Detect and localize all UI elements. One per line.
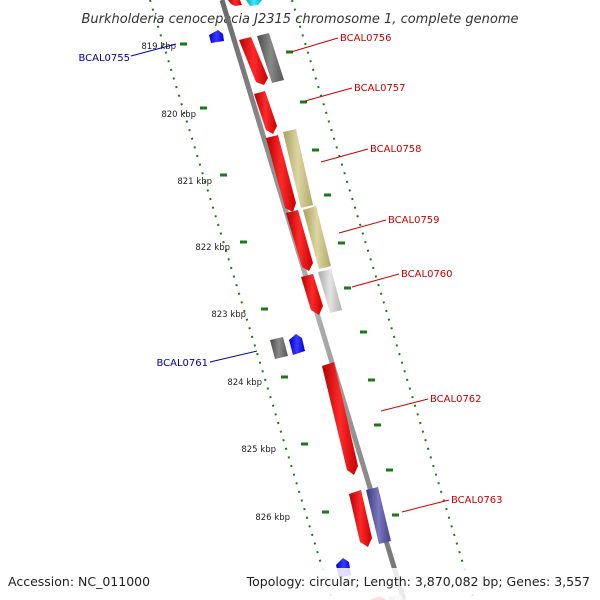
cds-feature[interactable] xyxy=(322,362,358,475)
plus-strand-features xyxy=(228,0,404,600)
gene-label-bcal0761[interactable]: BCAL0761 xyxy=(156,358,208,369)
ruler-label: 823 kbp xyxy=(211,310,246,320)
ruler-label: 822 kbp xyxy=(195,243,230,253)
gene-label-bcal0763[interactable]: BCAL0763 xyxy=(451,495,503,506)
ruler-label: 820 kbp xyxy=(161,110,196,120)
gene-label-bcal0759[interactable]: BCAL0759 xyxy=(388,215,440,226)
cds-feature[interactable] xyxy=(286,210,313,271)
gene-label-bcal0755[interactable]: BCAL0755 xyxy=(78,53,130,64)
gray-feature[interactable] xyxy=(257,33,284,83)
olive-feature[interactable] xyxy=(283,129,313,208)
ruler-track-outer xyxy=(291,0,475,600)
ruler-track-inner xyxy=(149,0,333,600)
purple-feature[interactable] xyxy=(366,487,391,544)
light-gray-feature[interactable] xyxy=(318,269,342,313)
ruler-labels: 819 kbp 820 kbp 821 kbp 822 kbp 823 kbp … xyxy=(141,42,290,523)
ruler-label: 821 kbp xyxy=(177,177,212,187)
gene-label-bcal0762[interactable]: BCAL0762 xyxy=(430,394,482,405)
gene-label-bcal0758[interactable]: BCAL0758 xyxy=(370,144,422,155)
olive-feature[interactable] xyxy=(303,206,331,269)
gene-label-bcal0760[interactable]: BCAL0760 xyxy=(401,269,453,280)
cds-feature[interactable] xyxy=(349,490,372,547)
cds-feature[interactable] xyxy=(254,91,277,134)
gene-label-leaders xyxy=(130,37,450,513)
ruler-ticks xyxy=(180,42,399,517)
gray-feature[interactable] xyxy=(270,337,288,359)
gene-label-bcal0756[interactable]: BCAL0756 xyxy=(340,33,392,44)
cds-feature[interactable] xyxy=(289,334,305,355)
ruler-label: 824 kbp xyxy=(227,378,262,388)
accession-text: Accession: NC_011000 xyxy=(8,574,150,589)
map-title: Burkholderia cenocepacia J2315 chromosom… xyxy=(81,12,518,27)
cds-feature[interactable] xyxy=(209,30,224,43)
cds-feature[interactable] xyxy=(239,37,268,85)
footer-background xyxy=(0,568,600,600)
ruler-label: 825 kbp xyxy=(241,445,276,455)
cds-feature[interactable] xyxy=(228,0,242,6)
summary-text: Topology: circular; Length: 3,870,082 bp… xyxy=(246,574,590,589)
cds-feature[interactable] xyxy=(301,274,323,315)
gene-label-bcal0757[interactable]: BCAL0757 xyxy=(354,83,406,94)
ruler-label: 826 kbp xyxy=(255,513,290,523)
cds-feature[interactable] xyxy=(266,135,296,212)
ruler-label: 819 kbp xyxy=(141,42,176,52)
gene-labels: BCAL0755 BCAL0756 BCAL0757 BCAL0758 BCAL… xyxy=(78,33,502,506)
cyan-feature[interactable] xyxy=(246,0,262,6)
